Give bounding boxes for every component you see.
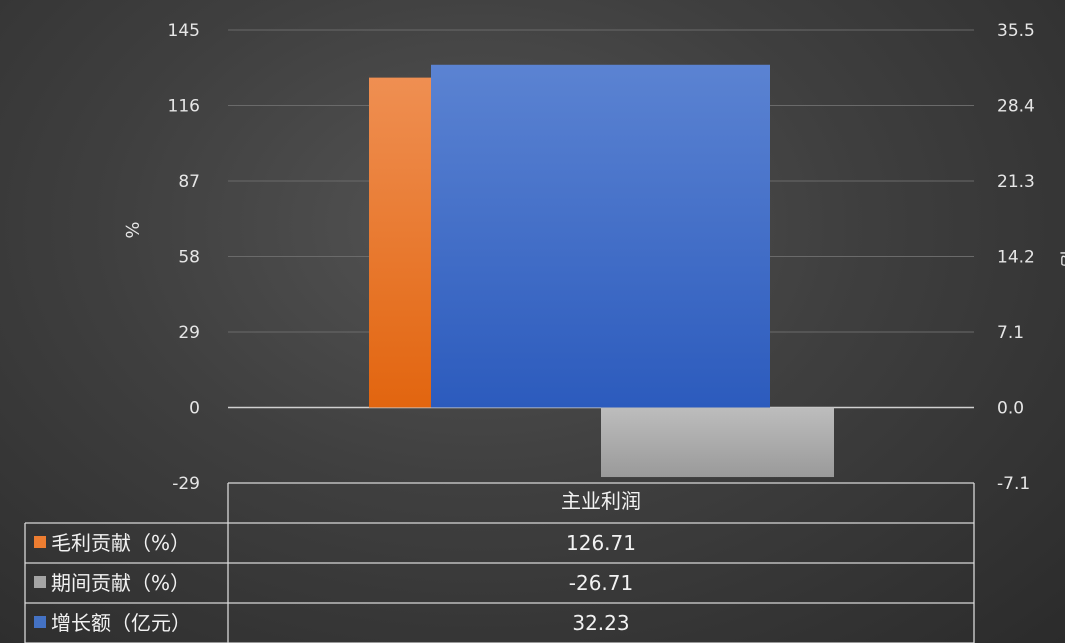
legend-swatch [34, 616, 46, 628]
table-rows: 毛利贡献（%） 126.71 期间贡献（%） -26.71 增长额（亿元） 32.23 [34, 531, 636, 635]
right-tick-label: 35.5 [997, 21, 1035, 41]
right-tick-label: 14.2 [997, 248, 1035, 268]
right-tick-label: 28.4 [997, 97, 1035, 117]
left-tick-label: 29 [178, 323, 200, 343]
left-tick-label: 145 [168, 21, 200, 41]
left-tick-label: -29 [172, 474, 200, 494]
right-tick-label: 21.3 [997, 172, 1035, 192]
data-table: 主业利润 毛利贡献（%） 126.71 期间贡献（%） -26.71 增长额（亿元） 32… [24, 482, 975, 643]
bar-series-2 [601, 407, 834, 478]
legend-swatch [34, 536, 46, 548]
left-axis-ticks: 145 116 87 58 29 0 -29 [168, 21, 200, 494]
category-label: 主业利润 [561, 489, 641, 513]
right-axis-title: 亿 [1057, 249, 1065, 267]
right-axis-ticks: 35.5 28.4 21.3 14.2 7.1 0.0 -7.1 [997, 21, 1035, 494]
table-row-value: -26.71 [569, 571, 633, 595]
right-tick-label: 0.0 [997, 399, 1024, 419]
left-tick-label: 58 [178, 248, 200, 268]
left-tick-label: 87 [178, 172, 200, 192]
bars [369, 64, 834, 478]
right-tick-label: 7.1 [997, 323, 1024, 343]
legend-swatch [34, 576, 46, 588]
table-lines [24, 482, 975, 643]
table-row-label: 期间贡献（%） [51, 571, 190, 595]
bar-series-3 [431, 64, 770, 408]
table-row-value: 32.23 [572, 611, 629, 635]
table-row-label: 增长额（亿元） [51, 611, 191, 635]
table-row-value: 126.71 [566, 531, 636, 555]
left-tick-label: 116 [168, 97, 200, 117]
left-tick-label: 0 [189, 399, 200, 419]
table-row-label: 毛利贡献（%） [51, 531, 190, 555]
bar-series-1 [369, 77, 431, 408]
left-axis-title: % [121, 221, 142, 238]
right-tick-label: -7.1 [997, 474, 1030, 494]
